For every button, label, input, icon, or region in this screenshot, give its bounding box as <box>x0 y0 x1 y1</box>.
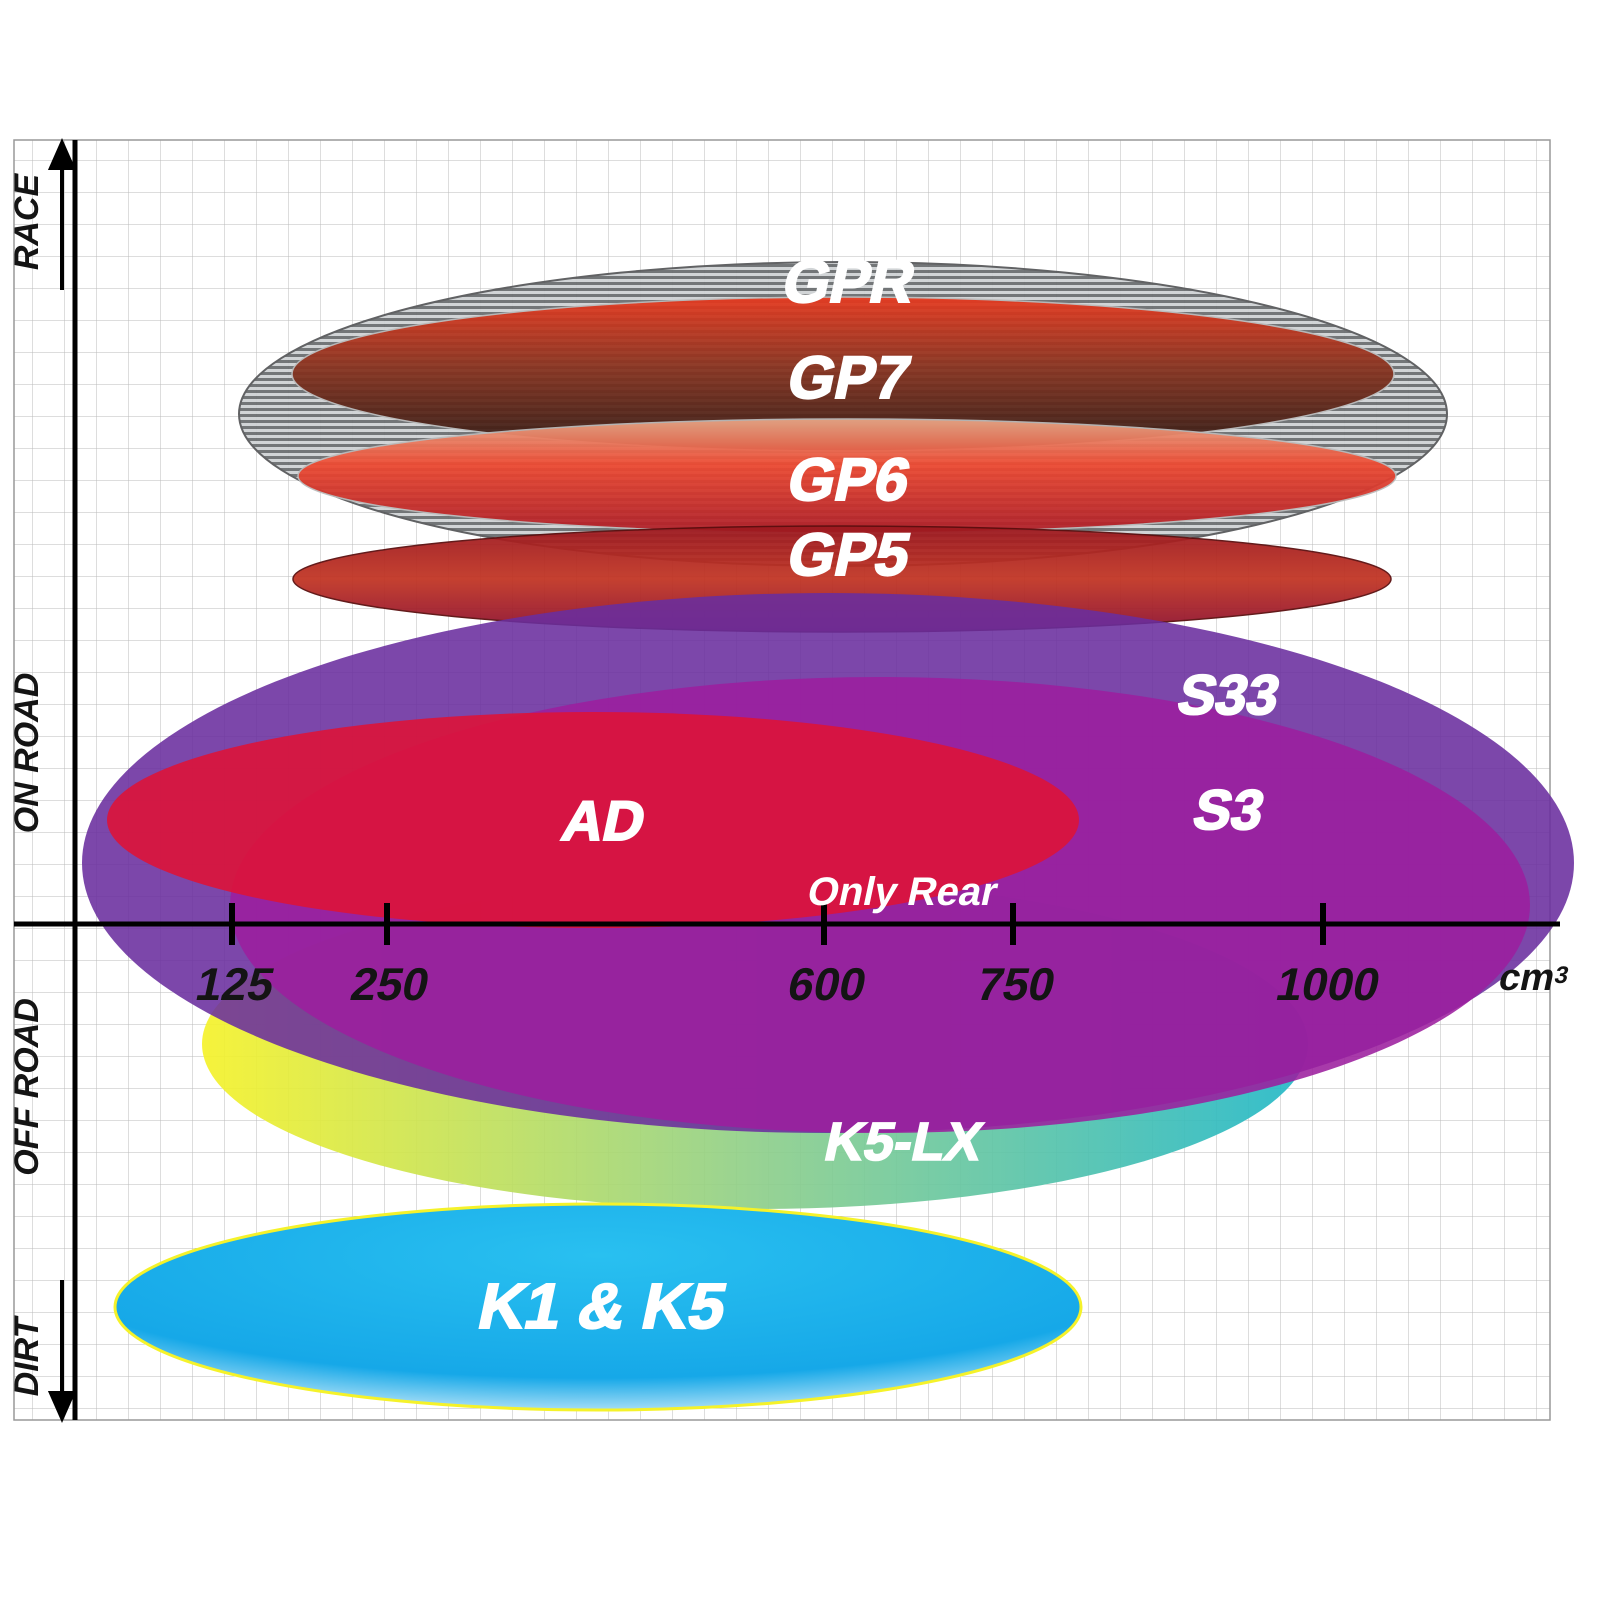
svg-text:1000: 1000 <box>1272 958 1385 1009</box>
svg-text:K5-LX: K5-LX <box>819 1112 988 1172</box>
svg-text:S3: S3 <box>1188 779 1270 841</box>
svg-text:GPR: GPR <box>777 248 921 315</box>
svg-text:K1 & K5: K1 & K5 <box>472 1270 733 1342</box>
svg-text:S33: S33 <box>1173 664 1286 726</box>
svg-text:750: 750 <box>973 958 1061 1009</box>
svg-text:600: 600 <box>784 958 872 1009</box>
svg-text:GP5: GP5 <box>782 521 916 588</box>
svg-text:ON ROAD: ON ROAD <box>8 673 46 834</box>
svg-text:125: 125 <box>192 958 280 1009</box>
svg-text:GP7: GP7 <box>782 344 916 411</box>
svg-text:AD: AD <box>557 790 651 852</box>
svg-text:OFF ROAD: OFF ROAD <box>8 998 46 1176</box>
svg-text:GP6: GP6 <box>782 446 916 513</box>
svg-text:Only Rear: Only Rear <box>804 868 1003 913</box>
svg-text:DIRT: DIRT <box>8 1314 46 1396</box>
svg-text:250: 250 <box>347 958 435 1009</box>
svg-text:RACE: RACE <box>8 173 46 271</box>
svg-text:cm3: cm3 <box>1495 956 1572 999</box>
